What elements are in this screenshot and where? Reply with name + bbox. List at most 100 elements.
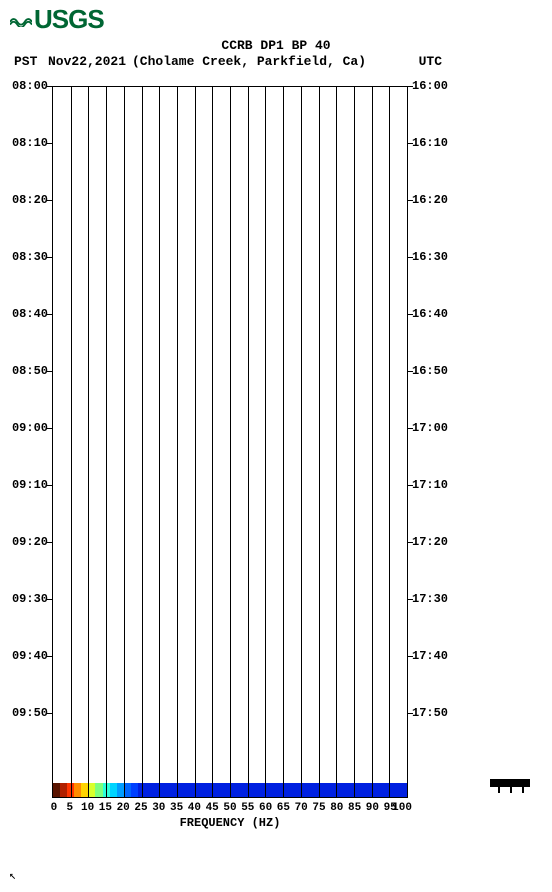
y-right-tick	[408, 200, 413, 201]
y-right-tick-label: 17:20	[412, 535, 454, 549]
gridline-vertical	[230, 87, 231, 797]
y-right-tick	[408, 485, 413, 486]
y-right-tick	[408, 257, 413, 258]
x-tick-label: 85	[348, 802, 361, 814]
gridline-vertical	[354, 87, 355, 797]
x-tick-label: 90	[366, 802, 379, 814]
gridline-vertical	[301, 87, 302, 797]
y-left-tick-label: 09:40	[6, 649, 48, 663]
x-tick-label: 0	[51, 802, 58, 814]
x-tick-label: 25	[134, 802, 147, 814]
colorbar-tick	[522, 787, 524, 793]
x-tick-label: 5	[66, 802, 73, 814]
y-right-tick-label: 16:10	[412, 136, 454, 150]
x-tick-label: 20	[117, 802, 130, 814]
y-right-tick-label: 16:40	[412, 307, 454, 321]
y-right-tick	[408, 314, 413, 315]
spectrogram-segment	[88, 783, 95, 797]
gridline-vertical	[142, 87, 143, 797]
x-tick-label: 45	[206, 802, 219, 814]
y-right-tick-label: 16:30	[412, 250, 454, 264]
gridline-vertical	[106, 87, 107, 797]
colorbar-area	[480, 779, 540, 793]
spectrogram-segment	[138, 783, 407, 797]
y-left-tick-label: 08:10	[6, 136, 48, 150]
y-left-tick-label: 09:00	[6, 421, 48, 435]
y-right-tick-label: 17:10	[412, 478, 454, 492]
y-right-tick-label: 17:40	[412, 649, 454, 663]
spectrogram-segment	[60, 783, 67, 797]
y-left-tick	[47, 314, 52, 315]
cursor-icon: ↖	[9, 868, 16, 883]
x-axis-title: FREQUENCY (HZ)	[180, 816, 281, 830]
spectrogram-segment	[117, 783, 124, 797]
x-tick-label: 10	[81, 802, 94, 814]
location-label: (Cholame Creek, Parkfield, Ca)	[132, 54, 366, 69]
y-left-tick-label: 08:40	[6, 307, 48, 321]
spectrogram-segment	[81, 783, 88, 797]
x-tick-label: 15	[99, 802, 112, 814]
gridline-vertical	[389, 87, 390, 797]
y-left-tick-label: 08:30	[6, 250, 48, 264]
gridline-vertical	[283, 87, 284, 797]
colorbar-tick	[510, 787, 512, 793]
chart-title: CCRB DP1 BP 40	[0, 38, 552, 53]
x-tick-label: 55	[241, 802, 254, 814]
page-root: USGS CCRB DP1 BP 40 PST Nov22,2021 (Chol…	[0, 0, 552, 892]
y-left-tick	[47, 542, 52, 543]
spectrogram-segment	[74, 783, 81, 797]
y-right-tick	[408, 371, 413, 372]
colorbar-tick	[498, 787, 500, 793]
x-tick-label: 30	[152, 802, 165, 814]
y-left-tick	[47, 656, 52, 657]
gridline-vertical	[159, 87, 160, 797]
y-right-tick-label: 17:00	[412, 421, 454, 435]
y-left-tick-label: 09:20	[6, 535, 48, 549]
x-tick-label: 60	[259, 802, 272, 814]
y-right-tick-label: 16:20	[412, 193, 454, 207]
y-left-tick-label: 09:10	[6, 478, 48, 492]
y-left-tick	[47, 485, 52, 486]
gridline-vertical	[319, 87, 320, 797]
gridline-vertical	[265, 87, 266, 797]
x-tick-label: 70	[295, 802, 308, 814]
y-right-tick	[408, 86, 413, 87]
y-right-tick-label: 16:00	[412, 79, 454, 93]
x-tick-label: 65	[277, 802, 290, 814]
y-left-tick-label: 09:50	[6, 706, 48, 720]
gridline-vertical	[212, 87, 213, 797]
y-right-tick-label: 16:50	[412, 364, 454, 378]
tz-right-label: UTC	[419, 54, 442, 69]
gridline-vertical	[124, 87, 125, 797]
spectrogram-plot	[52, 86, 408, 798]
y-right-tick	[408, 656, 413, 657]
y-left-tick	[47, 86, 52, 87]
y-left-tick	[47, 428, 52, 429]
y-left-tick	[47, 371, 52, 372]
y-right-tick	[408, 542, 413, 543]
tz-left-label: PST	[14, 54, 37, 69]
gridline-vertical	[177, 87, 178, 797]
x-tick-label: 50	[223, 802, 236, 814]
spectrogram-segment	[131, 783, 138, 797]
date-label: Nov22,2021	[48, 54, 126, 69]
y-right-tick	[408, 599, 413, 600]
gridline-vertical	[372, 87, 373, 797]
y-right-tick	[408, 713, 413, 714]
y-left-tick	[47, 599, 52, 600]
y-left-tick	[47, 200, 52, 201]
x-tick-label: 80	[330, 802, 343, 814]
gridline-vertical	[195, 87, 196, 797]
plot-wrapper: FREQUENCY (HZ) 0510152025303540455055606…	[52, 86, 408, 798]
logo-text: USGS	[34, 4, 104, 35]
spectrogram-segment	[53, 783, 60, 797]
colorbar	[490, 779, 530, 787]
y-left-tick-label: 08:00	[6, 79, 48, 93]
y-right-tick-label: 17:50	[412, 706, 454, 720]
gridline-vertical	[248, 87, 249, 797]
y-left-tick-label: 08:50	[6, 364, 48, 378]
x-tick-label: 75	[312, 802, 325, 814]
gridline-vertical	[71, 87, 72, 797]
spectrogram-segment	[95, 783, 102, 797]
x-tick-label: 100	[392, 802, 412, 814]
